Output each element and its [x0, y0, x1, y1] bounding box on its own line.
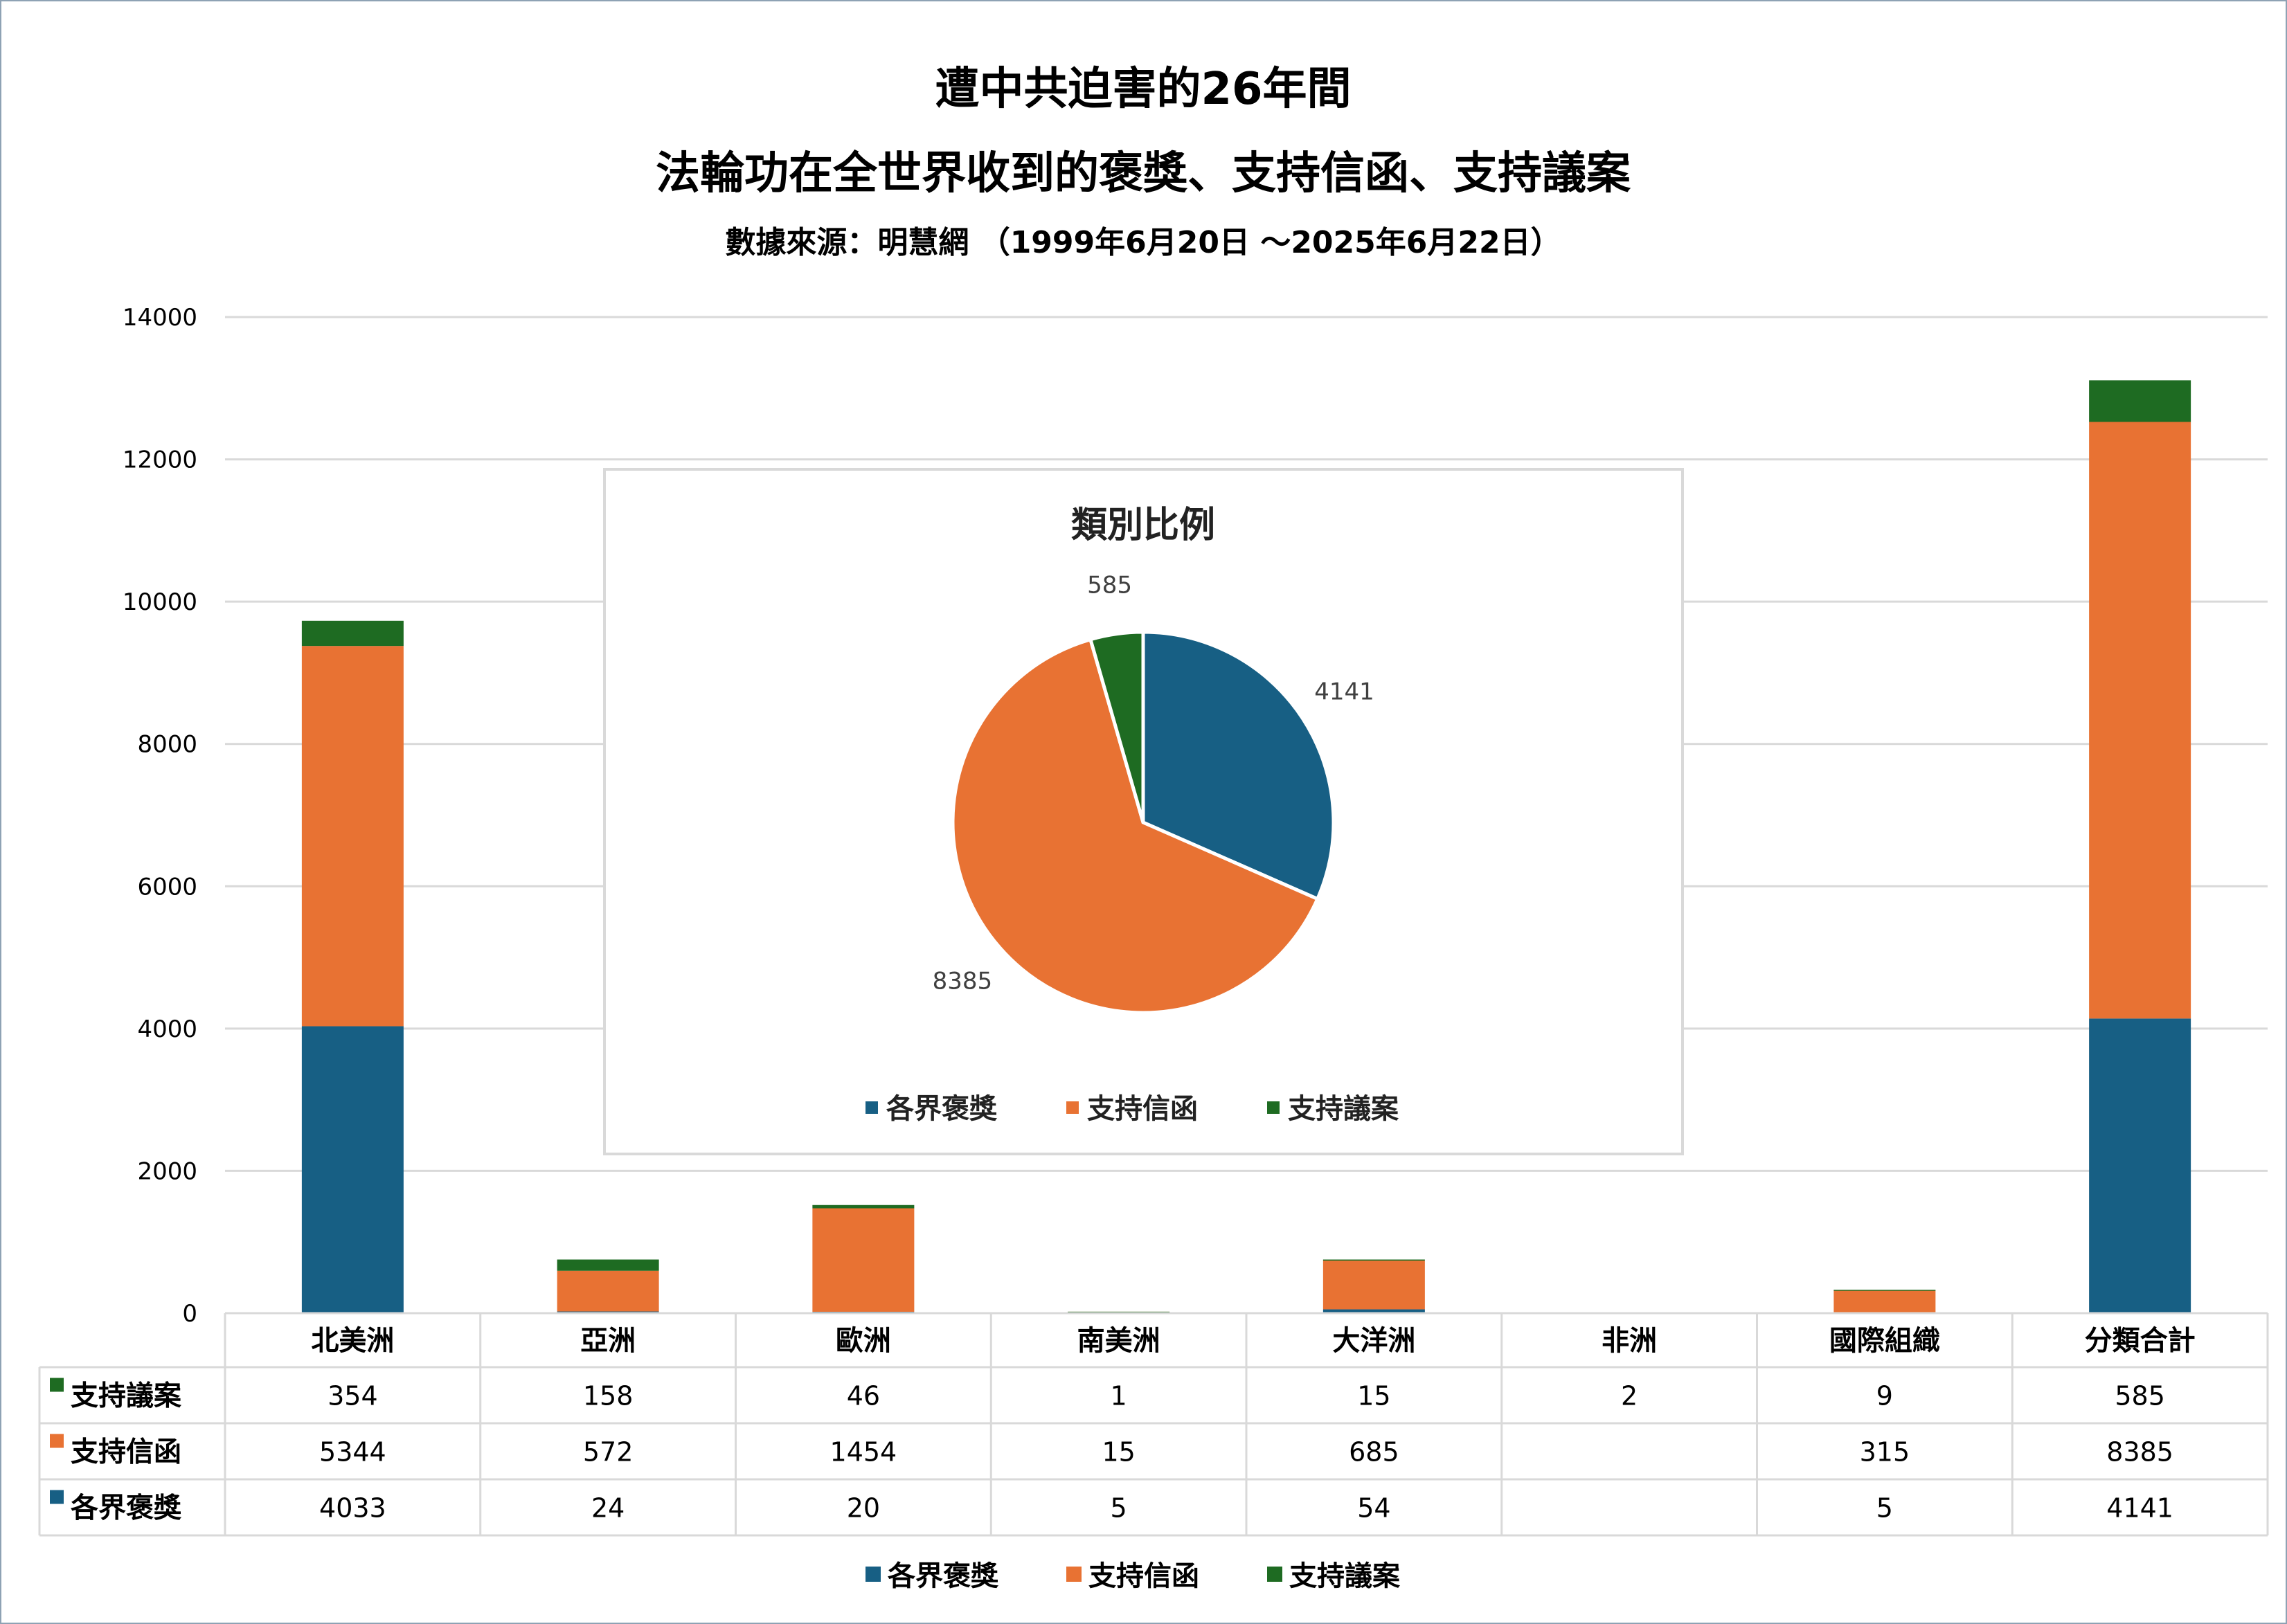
table-cell: 20: [847, 1493, 880, 1524]
y-tick-label: 0: [182, 1300, 197, 1328]
table-cell: 2: [1621, 1381, 1638, 1411]
table-legend-key: [50, 1434, 64, 1448]
table-cell: 685: [1349, 1437, 1399, 1468]
chart-legend: 各界褒獎 支持信函 支持議案: [866, 1560, 1401, 1592]
pie-data-label: 8385: [933, 967, 993, 995]
table-legend-key: [50, 1378, 64, 1392]
table-cell: 24: [591, 1493, 625, 1524]
y-tick-label: 14000: [123, 304, 197, 332]
category-label: 南美洲: [1077, 1325, 1160, 1357]
table-cell: 54: [1357, 1493, 1390, 1524]
category-label: 亞洲: [580, 1325, 636, 1357]
table-row-label: 各界褒獎: [71, 1492, 182, 1524]
y-tick-label: 10000: [123, 588, 197, 616]
y-tick-label: 12000: [123, 446, 197, 474]
bar-segment: [301, 1026, 404, 1313]
y-tick-label: 2000: [137, 1157, 197, 1185]
bar-segment: [557, 1259, 659, 1271]
gridlines: [225, 316, 2268, 1172]
pie-chart-inset: 類別比例 4141 8385 585 各界褒獎 支持信函 支持議案: [603, 468, 1684, 1155]
table-cell: 9: [1876, 1381, 1893, 1411]
table-cell: 5344: [319, 1437, 386, 1468]
chart-title: 遭中共迫害的26年間: [935, 64, 1351, 115]
bar-segment: [1322, 1261, 1425, 1310]
bar-segment: [1322, 1309, 1425, 1313]
table-cell: 15: [1357, 1381, 1390, 1411]
table-row-label: 支持信函: [71, 1436, 181, 1468]
pie-legend-swatch: [1066, 1101, 1079, 1114]
pie-legend-label: 支持信函: [1087, 1093, 1198, 1125]
table-row-label: 支持議案: [71, 1380, 182, 1412]
table-cell: 1454: [830, 1437, 897, 1468]
pie-data-label: 4141: [1314, 678, 1374, 705]
category-label: 北美洲: [311, 1325, 394, 1357]
pie-legend-label: 各界褒獎: [886, 1093, 998, 1125]
legend-swatch: [1267, 1567, 1282, 1582]
table-cell: 1: [1111, 1381, 1127, 1411]
pie-title: 類別比例: [1071, 505, 1215, 546]
table-cell: 15: [1102, 1437, 1135, 1468]
table-cell: 158: [583, 1381, 634, 1411]
pie-data-label: 585: [1087, 571, 1132, 599]
bar-segment: [1833, 1290, 1936, 1291]
legend-label: 各界褒獎: [888, 1560, 999, 1592]
pie-legend-swatch: [866, 1101, 878, 1114]
pie-slice: [1088, 630, 1145, 823]
y-tick-label: 8000: [137, 731, 197, 759]
pie-slice: [1141, 630, 1336, 901]
table-cell: 4033: [319, 1493, 386, 1524]
table-legend-key: [50, 1490, 64, 1504]
bar-segment: [557, 1270, 659, 1312]
bar-segment: [301, 646, 404, 1027]
legend-label: 支持議案: [1289, 1560, 1401, 1592]
pie-legend: 各界褒獎 支持信函 支持議案: [866, 1093, 1399, 1125]
chart-source: 數據來源：明慧網 （1999年6月20日 ～2025年6月22日）: [725, 225, 1561, 260]
bar-segment: [301, 620, 404, 647]
table-cell: 5: [1876, 1493, 1893, 1524]
category-label: 國際組織: [1829, 1325, 1940, 1357]
y-tick-label: 4000: [137, 1016, 197, 1043]
legend-swatch: [1066, 1567, 1082, 1582]
bar-segment: [812, 1205, 915, 1209]
bar-segment: [1833, 1290, 1936, 1313]
category-label: 大洋洲: [1332, 1325, 1415, 1357]
y-axis-ticks: 0 2000 4000 6000 8000 10000 12000 14000: [123, 304, 197, 1328]
legend-label: 支持信函: [1088, 1560, 1199, 1592]
y-tick-label: 6000: [137, 873, 197, 901]
table-cell: 585: [2115, 1381, 2165, 1411]
table-cell: 315: [1860, 1437, 1910, 1468]
category-label: 非洲: [1602, 1325, 1657, 1357]
table-cell: 354: [328, 1381, 378, 1411]
legend-swatch: [866, 1567, 881, 1582]
chart-subtitle: 法輪功在全世界收到的褒獎、支持信函、支持議案: [656, 148, 1631, 199]
table-cell: 4141: [2106, 1493, 2173, 1524]
bar-segment: [1322, 1259, 1425, 1261]
table-cell: 46: [847, 1381, 880, 1411]
table-cell: 8385: [2106, 1437, 2173, 1468]
pie-slices: 4141 8385 585: [933, 571, 1374, 1015]
bar-segment: [2089, 1018, 2191, 1313]
bar-segment: [2089, 422, 2191, 1019]
pie-legend-label: 支持議案: [1288, 1093, 1399, 1125]
category-label: 分類合計: [2085, 1325, 2196, 1357]
pie-slice: [951, 637, 1320, 1015]
table-cell: 5: [1111, 1493, 1127, 1524]
bar-segment: [812, 1208, 915, 1312]
bars: [301, 380, 2191, 1315]
pie-legend-swatch: [1267, 1101, 1280, 1114]
bar-segment: [2089, 380, 2191, 422]
category-label: 歐洲: [836, 1325, 891, 1357]
table-cell: 572: [583, 1437, 634, 1468]
